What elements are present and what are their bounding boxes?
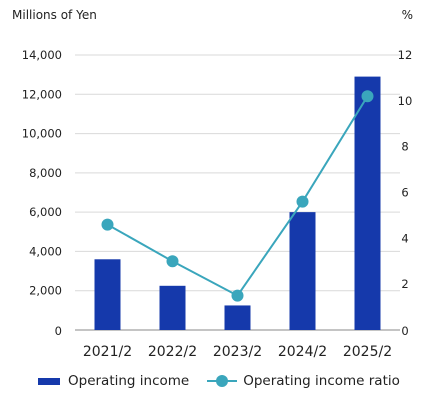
point-operating-income-ratio bbox=[166, 255, 179, 268]
point-operating-income-ratio bbox=[361, 90, 374, 103]
legend-label-operating-income-ratio: Operating income ratio bbox=[243, 373, 400, 389]
right-tick-label: 0 bbox=[401, 324, 408, 338]
x-tick-label: 2022/2 bbox=[148, 344, 197, 360]
chart-legend: Operating income Operating income ratio bbox=[38, 373, 418, 389]
point-operating-income-ratio bbox=[231, 289, 244, 302]
left-tick-label: 14,000 bbox=[22, 48, 62, 62]
left-tick-label: 8,000 bbox=[29, 166, 62, 180]
line-operating-income-ratio bbox=[107, 95, 369, 297]
bar-operating-income bbox=[159, 285, 186, 330]
right-tick-label: 10 bbox=[398, 94, 413, 108]
left-tick-label: 6,000 bbox=[29, 205, 62, 219]
legend-item-operating-income: Operating income bbox=[38, 373, 189, 389]
bar-operating-income bbox=[224, 305, 251, 330]
left-tick-label: 0 bbox=[55, 324, 62, 338]
right-tick-label: 12 bbox=[398, 48, 413, 62]
legend-swatch-bar bbox=[38, 377, 60, 385]
right-tick-label: 8 bbox=[401, 140, 408, 154]
right-tick-label: 4 bbox=[401, 231, 408, 245]
legend-item-operating-income-ratio: Operating income ratio bbox=[207, 373, 400, 389]
legend-label-operating-income: Operating income bbox=[68, 373, 190, 389]
x-tick-label: 2025/2 bbox=[343, 344, 392, 360]
bar-operating-income bbox=[354, 76, 381, 330]
right-tick-label: 6 bbox=[401, 186, 408, 200]
left-axis-unit: Millions of Yen bbox=[12, 8, 97, 22]
left-tick-label: 4,000 bbox=[29, 244, 62, 258]
bar-operating-income bbox=[94, 259, 121, 330]
left-tick-label: 12,000 bbox=[22, 87, 62, 101]
right-tick-label: 2 bbox=[401, 277, 408, 291]
left-tick-label: 2,000 bbox=[29, 284, 62, 298]
legend-swatch-line bbox=[207, 375, 238, 387]
x-tick-label: 2021/2 bbox=[83, 344, 132, 360]
bar-operating-income bbox=[289, 212, 316, 330]
left-tick-label: 10,000 bbox=[22, 127, 62, 141]
x-tick-label: 2024/2 bbox=[278, 344, 327, 360]
right-axis-unit: % bbox=[401, 8, 413, 22]
point-operating-income-ratio bbox=[101, 218, 114, 231]
point-operating-income-ratio bbox=[296, 195, 309, 208]
x-tick-label: 2023/2 bbox=[213, 344, 262, 360]
